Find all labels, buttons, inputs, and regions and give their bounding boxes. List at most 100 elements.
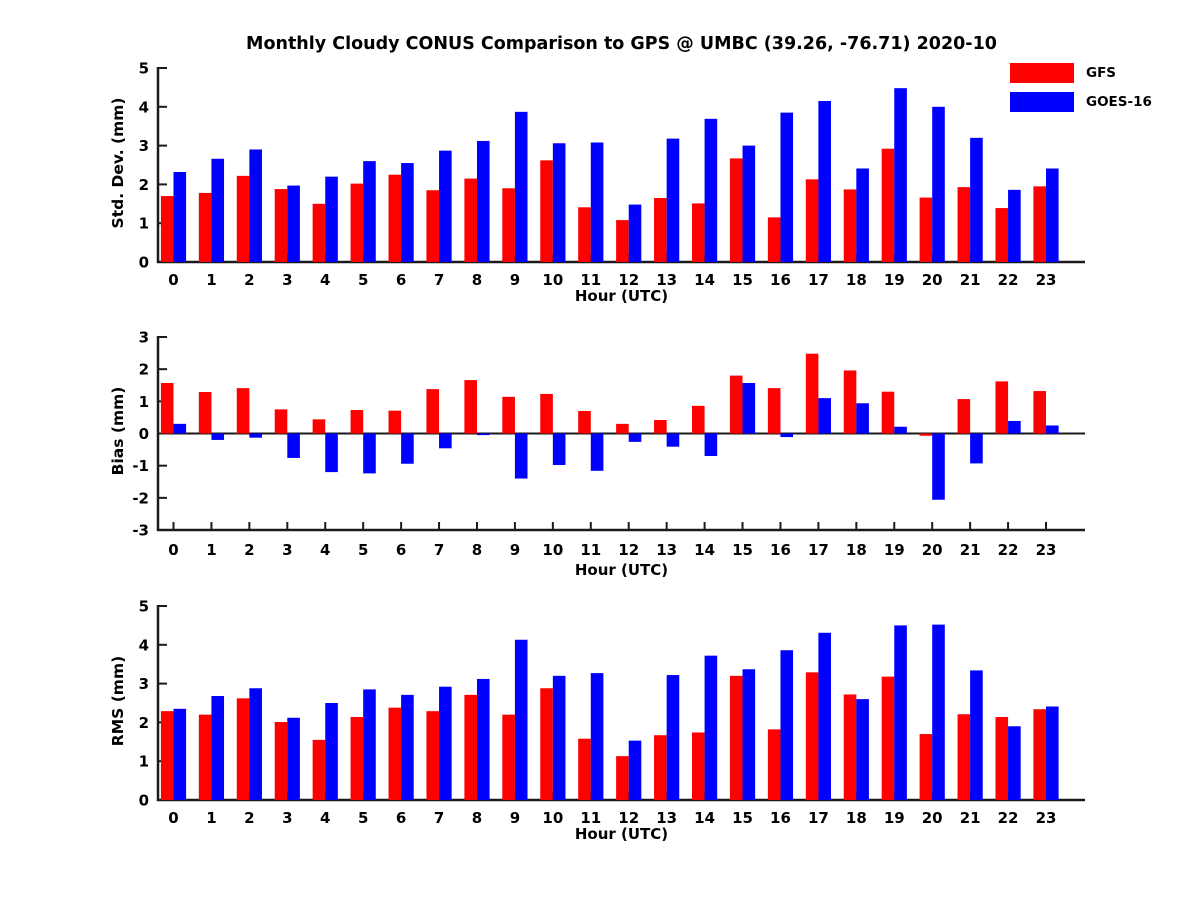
- goes16-bar-hour-6: [401, 433, 414, 464]
- goes16-bar-hour-8: [476, 140, 490, 262]
- x-tick-label: 4: [320, 541, 330, 559]
- x-tick-label: 8: [472, 809, 482, 827]
- y-tick-label: 3: [139, 137, 149, 155]
- gfs-bar-hour-15: [729, 675, 743, 800]
- goes16-bar-hour-6: [401, 694, 414, 800]
- goes16-bar-hour-10: [552, 433, 566, 466]
- goes16-bar-hour-21: [970, 137, 983, 262]
- x-tick-label: 20: [922, 541, 943, 559]
- gfs-bar-hour-1: [198, 392, 212, 434]
- gfs-bar-hour-16: [767, 217, 781, 262]
- gfs-bar-hour-11: [578, 738, 591, 800]
- goes16-bar-hour-20: [932, 624, 945, 800]
- goes16-bar-hour-1: [211, 696, 225, 800]
- gfs-bar-hour-17: [805, 672, 819, 800]
- x-tick-label: 4: [320, 809, 330, 827]
- x-tick-label: 7: [434, 809, 444, 827]
- x-tick-label: 16: [770, 541, 791, 559]
- x-tick-label: 17: [808, 541, 829, 559]
- gfs-bar-hour-13: [654, 735, 667, 800]
- x-tick-label: 7: [434, 271, 444, 289]
- x-tick-label: 9: [510, 809, 520, 827]
- goes16-bar-hour-20: [932, 433, 945, 500]
- gfs-bar-hour-5: [350, 410, 364, 434]
- x-tick-label: 9: [510, 541, 520, 559]
- gfs-bar-hour-23: [1033, 709, 1047, 800]
- goes16-bar-hour-21: [970, 670, 983, 800]
- y-tick-label: 2: [139, 361, 149, 379]
- goes16-bar-hour-3: [287, 433, 300, 458]
- goes16-bar-hour-0: [173, 708, 187, 800]
- gfs-bar-hour-4: [312, 419, 326, 434]
- goes16-bar-hour-23: [1046, 168, 1059, 262]
- gfs-bar-hour-1: [198, 192, 212, 262]
- goes16-bar-hour-9: [514, 639, 528, 800]
- goes16-bar-hour-7: [439, 150, 452, 262]
- rms-x-axis-label: Hour (UTC): [574, 825, 669, 843]
- x-tick-label: 19: [884, 271, 905, 289]
- goes16-bar-hour-0: [173, 171, 187, 262]
- y-tick-label: 0: [139, 254, 149, 272]
- goes16-bar-hour-23: [1046, 425, 1059, 434]
- x-tick-label: 1: [206, 541, 216, 559]
- gfs-bar-hour-15: [729, 158, 743, 262]
- y-tick-label: -3: [132, 522, 149, 540]
- y-tick-label: 0: [139, 425, 149, 443]
- x-tick-label: 21: [960, 541, 981, 559]
- y-tick-label: -2: [132, 489, 149, 507]
- x-tick-label: 20: [922, 271, 943, 289]
- goes16-bar-hour-17: [818, 100, 831, 262]
- gfs-bar-hour-6: [388, 410, 402, 434]
- goes16-bar-hour-18: [856, 699, 869, 800]
- gfs-bar-hour-10: [540, 393, 553, 434]
- y-tick-label: 2: [139, 714, 149, 732]
- gfs-bar-hour-20: [919, 734, 933, 800]
- y-tick-label: 1: [139, 393, 149, 411]
- x-tick-label: 16: [770, 271, 791, 289]
- goes16-bar-hour-2: [249, 433, 262, 438]
- x-tick-label: 12: [618, 271, 639, 289]
- chart-title: Monthly Cloudy CONUS Comparison to GPS @…: [246, 34, 997, 54]
- gfs-bar-hour-2: [236, 698, 250, 800]
- gfs-bar-hour-21: [957, 187, 971, 262]
- gfs-bar-hour-2: [236, 175, 250, 262]
- legend: GFS GOES-16: [1010, 63, 1152, 121]
- x-tick-label: 6: [396, 809, 406, 827]
- bias-y-axis-label: Bias (mm): [109, 386, 127, 476]
- goes16-bar-hour-4: [325, 176, 338, 262]
- goes16-bar-hour-19: [894, 625, 907, 800]
- gfs-bar-hour-16: [767, 388, 781, 434]
- stddev-y-axis-label: Std. Dev. (mm): [109, 97, 127, 229]
- gfs-bar-hour-0: [160, 196, 174, 262]
- goes16-bar-hour-23: [1046, 706, 1059, 800]
- gfs-bar-hour-19: [881, 676, 895, 800]
- gfs-bar-hour-9: [502, 396, 515, 434]
- goes16-bar-hour-13: [666, 675, 680, 800]
- gfs-bar-hour-16: [767, 729, 781, 800]
- x-tick-label: 19: [884, 809, 905, 827]
- goes16-bar-hour-22: [1008, 726, 1021, 800]
- x-tick-label: 19: [884, 541, 905, 559]
- goes16-bar-hour-7: [439, 433, 452, 449]
- gfs-bar-hour-4: [312, 203, 326, 262]
- x-tick-label: 11: [580, 541, 601, 559]
- x-tick-label: 1: [206, 271, 216, 289]
- goes16-bar-hour-3: [287, 185, 300, 262]
- gfs-bar-hour-23: [1033, 186, 1047, 262]
- stddev-x-axis-label: Hour (UTC): [574, 287, 669, 305]
- gfs-bar-hour-6: [388, 174, 402, 262]
- x-tick-label: 17: [808, 271, 829, 289]
- x-tick-label: 18: [846, 541, 867, 559]
- gfs-bar-hour-4: [312, 739, 326, 800]
- x-tick-label: 14: [694, 271, 715, 289]
- goes16-bar-hour-5: [363, 689, 376, 800]
- gfs-bar-hour-6: [388, 707, 402, 800]
- x-tick-label: 9: [510, 271, 520, 289]
- gfs-bar-hour-18: [843, 370, 857, 434]
- gfs-bar-hour-2: [236, 388, 250, 434]
- x-tick-label: 0: [168, 271, 178, 289]
- x-tick-label: 17: [808, 809, 829, 827]
- goes16-bar-hour-2: [249, 688, 262, 800]
- x-tick-label: 6: [396, 271, 406, 289]
- gfs-bar-hour-1: [198, 714, 212, 800]
